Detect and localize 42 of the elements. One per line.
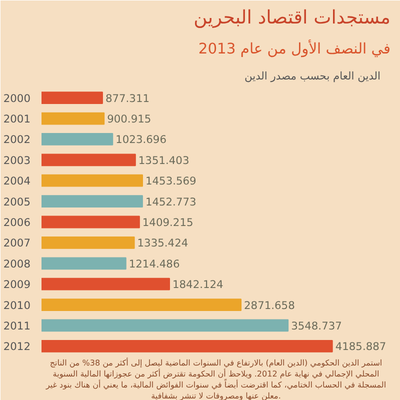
y-tick-label: 2006 bbox=[3, 216, 31, 229]
data-label: 1842.124 bbox=[172, 278, 224, 292]
bar bbox=[42, 278, 170, 290]
y-tick-label: 2010 bbox=[3, 298, 31, 312]
y-tick-label: 2008 bbox=[3, 257, 31, 270]
data-label: 4185.887 bbox=[335, 340, 386, 354]
data-label: 900.915 bbox=[107, 112, 152, 126]
y-tick-label: 2000 bbox=[3, 92, 31, 105]
data-label: 2871.658 bbox=[244, 298, 296, 312]
y-tick-label: 2002 bbox=[3, 133, 31, 146]
data-label: 1351.403 bbox=[138, 154, 190, 167]
y-tick-label: 2009 bbox=[3, 278, 31, 292]
y-tick-label: 2007 bbox=[3, 236, 31, 250]
data-label: 1453.569 bbox=[145, 174, 197, 188]
bar bbox=[42, 112, 105, 125]
data-label: 1214.486 bbox=[128, 257, 180, 270]
y-tick-label: 2001 bbox=[3, 112, 31, 126]
data-label: 1409.215 bbox=[142, 216, 194, 229]
y-tick-label: 2011 bbox=[3, 319, 31, 332]
bar bbox=[42, 154, 136, 166]
bar bbox=[42, 257, 126, 270]
y-tick-label: 2003 bbox=[3, 154, 31, 167]
bar bbox=[42, 174, 143, 187]
bar bbox=[42, 236, 135, 249]
bar bbox=[42, 195, 143, 208]
bar bbox=[42, 216, 140, 228]
data-label: 1452.773 bbox=[145, 195, 196, 208]
data-label: 1023.696 bbox=[116, 133, 167, 146]
bar bbox=[42, 133, 114, 146]
data-label: 1335.424 bbox=[137, 236, 188, 250]
data-label: 877.311 bbox=[105, 92, 150, 105]
y-tick-label: 2005 bbox=[3, 195, 31, 208]
chart-title: مستجدات اقتصاد البحرين bbox=[194, 8, 391, 28]
bar bbox=[42, 92, 103, 104]
bar bbox=[42, 340, 333, 352]
text: الدين العام بحسب مصدر الدين bbox=[244, 70, 381, 82]
chart-subtitle: في النصف الأول من عام 2013 bbox=[198, 40, 391, 58]
y-tick-label: 2012 bbox=[3, 340, 31, 354]
bar bbox=[42, 319, 289, 332]
data-label: 3548.737 bbox=[291, 319, 342, 332]
y-tick-label: 2004 bbox=[3, 174, 31, 188]
bar bbox=[42, 298, 242, 311]
